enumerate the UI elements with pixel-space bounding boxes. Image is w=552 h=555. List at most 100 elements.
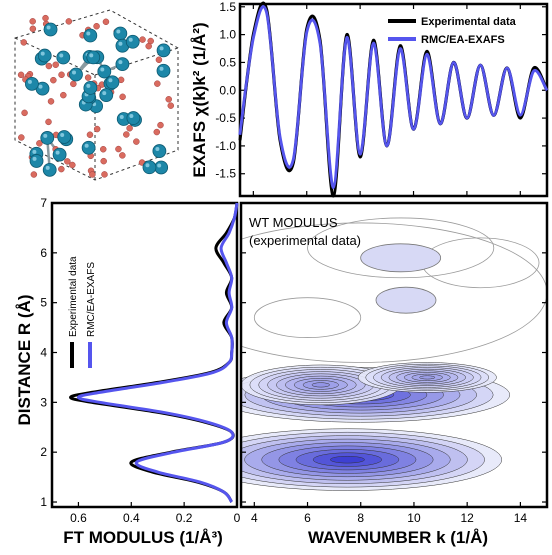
atom-highlight (100, 67, 105, 72)
metal-atom (40, 131, 55, 145)
exafs-legend: Experimental data RMC/EA-EXAFS (388, 16, 517, 46)
exafs-ytick-label: -1.0 (215, 139, 236, 153)
metal-atom (105, 75, 120, 90)
oxygen-atom (139, 36, 146, 43)
exafs-ytick-label: 0.5 (219, 55, 236, 69)
oxygen-atom (70, 80, 77, 88)
ft-legend: Experimental data RMC/EA-EXAFS (68, 256, 97, 368)
atom-highlight (27, 79, 32, 84)
metal-atom (37, 48, 52, 63)
wt-contour-filled (360, 243, 442, 273)
oxygen-atom (119, 152, 126, 159)
oxygen-atom (154, 80, 161, 87)
oxygen-atom (45, 118, 52, 126)
oxygen-atom (45, 62, 53, 70)
wt-contour-level (311, 382, 330, 388)
oxygen-atom (20, 39, 28, 46)
oxygen-atom (167, 102, 175, 109)
wt-contour-level (330, 455, 365, 464)
metal-atom (25, 76, 39, 91)
atom-highlight (45, 165, 50, 170)
metal-atom (43, 22, 58, 37)
metal-atom (97, 64, 112, 79)
wt-contour (253, 297, 362, 338)
metal-atom (156, 63, 171, 78)
atom-highlight (118, 60, 123, 65)
oxygen-atom (153, 128, 161, 136)
metal-atom (29, 154, 44, 168)
oxygen-atom (29, 25, 37, 33)
metal-atom (125, 34, 140, 49)
metal-atom (126, 111, 141, 125)
wt-contour (241, 222, 547, 363)
ft-ytick-label: 5 (40, 296, 47, 310)
ft-frame (50, 201, 239, 509)
metal-atom (86, 50, 101, 65)
atom-highlight (86, 31, 91, 36)
metal-atom (83, 28, 98, 43)
wt-label-line1: WT MODULUS (249, 215, 338, 230)
oxygen-atom (123, 131, 130, 138)
atom-highlight (46, 25, 51, 30)
atom-highlight (128, 37, 133, 42)
oxygen-atom (133, 138, 140, 145)
atom-highlight (59, 53, 64, 58)
metal-atom (83, 80, 98, 95)
atom-highlight (60, 132, 65, 137)
atom-highlight (71, 70, 76, 75)
oxygen-atom (157, 121, 164, 129)
oxygen-atom (18, 134, 25, 141)
wt-label-line2: (experimental data) (249, 233, 361, 248)
exafs-ytick-label: -1.5 (215, 167, 236, 181)
atom-highlight (43, 133, 48, 138)
oxygen-atom (21, 109, 28, 117)
wt-xtick-label: 6 (304, 511, 311, 525)
wt-frame (239, 201, 549, 509)
ft-ytick-label: 7 (40, 196, 47, 210)
oxygen-atom (100, 146, 107, 153)
atom-highlight (84, 143, 89, 148)
wt-xtick-label: 10 (407, 511, 421, 525)
ft-panel: 1 2 3 4 5 6 7 0.6 0.4 0.2 0 DISTANCE R (Å) FT MODU… (15, 196, 241, 547)
oxygen-atom (84, 74, 92, 81)
oxygen-atom (36, 140, 43, 147)
metal-atom (52, 147, 67, 162)
atom-highlight (118, 41, 123, 46)
exafs-ytick-label: 0.0 (219, 83, 236, 97)
metal-atom (152, 144, 167, 158)
wt-xtick-label: 14 (514, 511, 528, 525)
ft-ytick-label: 3 (40, 395, 47, 409)
atom-highlight (102, 91, 107, 96)
exafs-frame (238, 2, 549, 198)
oxygen-atom (29, 18, 36, 25)
ft-xlabel: FT MODULUS (1/Å³) (63, 528, 223, 547)
metal-atom (69, 67, 83, 82)
oxygen-atom (30, 171, 38, 178)
atom-highlight (155, 147, 160, 152)
ft-legend-label-rmc: RMC/EA-EXAFS (86, 262, 97, 337)
atom-highlight (159, 66, 164, 71)
oxygen-atom (155, 56, 163, 64)
ft-xtick-label: 0.6 (70, 511, 87, 525)
metal-atom (81, 140, 96, 155)
oxygen-atom (58, 71, 65, 79)
oxygen-atom (93, 125, 101, 133)
unit-cell-outline (14, 9, 179, 181)
oxygen-atom (165, 96, 172, 103)
ft-xtick-label: 0.2 (176, 511, 193, 525)
oxygen-atom (126, 124, 133, 132)
atom-highlight (86, 83, 91, 88)
atom-highlight (129, 114, 134, 119)
metal-atom (156, 43, 171, 58)
exafs-ytick-label: 1.0 (219, 28, 236, 42)
ft-xtick-label: 0.4 (123, 511, 140, 525)
atom-highlight (55, 150, 60, 155)
atom-highlight (40, 51, 45, 56)
legend-label-rmc: RMC/EA-EXAFS (421, 34, 505, 46)
oxygen-atom (101, 171, 108, 178)
wt-xtick-label: 12 (460, 511, 474, 525)
oxygen-atom (102, 18, 110, 26)
exafs-ytick-label: -0.5 (215, 111, 236, 125)
wt-contour (421, 237, 540, 289)
metal-atom (154, 160, 169, 175)
